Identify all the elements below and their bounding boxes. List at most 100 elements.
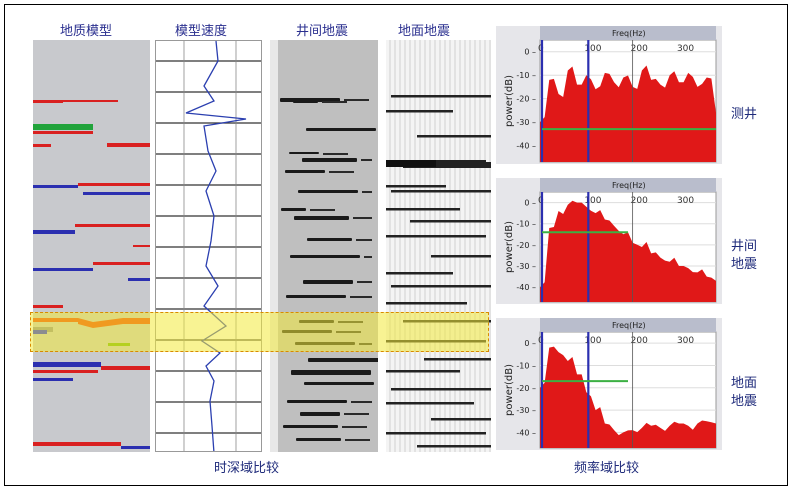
crosswell-section [270,40,378,452]
velocity-panel [155,40,262,452]
crosswell-reflector [286,295,346,298]
surface-reflector [386,110,453,113]
crosswell-reflector [364,256,372,258]
spectrum-ytick-label: -20 – [516,241,536,250]
spectrum-ytick-label: -10 – [516,220,536,229]
spectrum-ytick-label: -40 – [516,142,536,151]
spectrum-xlabel: Freq(Hz) [612,29,646,38]
layer-red [33,305,63,308]
spectrum-top-axis [540,26,716,40]
layer-red [33,370,98,373]
spectrum-xtick-label: 300 [677,336,694,346]
layer-lime [108,343,130,346]
velocity-curve [185,41,247,451]
spectrum-ytick-label: -30 – [516,262,536,271]
surface-reflector [391,95,491,98]
velocity-title: 模型速度 [175,24,228,39]
crosswell-reflector [304,382,374,385]
layer-blue [33,268,93,271]
layer-red [133,245,150,247]
crosswell-reflector [294,216,349,220]
spectrum-top-axis [540,178,716,192]
crosswell-reflector [357,281,372,283]
spectrum-xlabel: Freq(Hz) [612,321,646,330]
layer-red [78,183,150,186]
crosswell-reflector [344,413,369,415]
label-surface-1: 地面 [731,376,758,391]
surface-reflector [431,255,491,258]
surface-reflector [424,358,491,361]
layer-blue [33,378,73,381]
spectrum-top-axis [540,318,716,332]
label-surface-2: 地震 [731,394,758,409]
crosswell-reflector [293,100,318,103]
surface-panel [386,40,491,452]
spectrum-ytick-label: -10 – [516,361,536,370]
crosswell-reflector [353,217,372,219]
crosswell-reflector [350,296,372,298]
figure-frame [4,4,788,486]
layer-blue [121,446,150,449]
layer-blue [83,192,150,195]
spectrum-xtick-label: 200 [631,44,648,54]
crosswell-reflector [362,191,372,193]
layer-green [33,124,93,130]
surface-reflector [386,208,460,211]
surface-reflector [386,160,436,167]
layer-red [93,262,150,265]
velocity-log [156,41,261,451]
crosswell-reflector [344,99,369,101]
surface-reflector [417,445,491,448]
surface-reflector [391,285,491,288]
crosswell-reflector [329,171,354,173]
surface-title: 地面地震 [398,24,451,39]
crosswell-reflector [291,370,371,375]
spectrum-ylabel: power(dB) [504,75,515,127]
crosswell-reflector [356,239,372,241]
geo-model-title: 地质模型 [60,24,113,39]
spectrum-panel-well: Freq(Hz)0 –-10 –-20 –-30 –-40 –0 100 200 30… [496,26,722,164]
crosswell-reflector [303,280,353,284]
spectrum-panel-crosswell: Freq(Hz)0 –-10 –-20 –-30 –-40 –0 100 200 30… [496,178,722,304]
label-well: 测井 [731,107,758,122]
layer-red [101,366,150,370]
surface-reflector [386,402,474,405]
spectrum-ylabel: power(dB) [504,221,515,273]
spectrum-area [540,65,716,162]
crosswell-reflector [290,255,360,258]
layer-orange [33,318,78,322]
crosswell-reflector [322,101,347,103]
spectrum-ytick-label: -20 – [516,384,536,393]
crosswell-reflector [342,426,367,428]
crosswell-reflector [300,412,340,416]
spectrum-xtick-label: 100 [584,196,601,206]
label-crosswell-2: 地震 [731,257,758,272]
spectrum-xtick-label: 300 [677,44,694,54]
spectrum-ytick-label: -20 – [516,95,536,104]
caption-frequency: 频率域比较 [574,461,640,476]
surface-reflector [403,162,491,168]
spectrum-ytick-label: 0 – [524,199,536,208]
surface-section [386,40,491,452]
layer-red [63,100,118,102]
surface-reflector [386,235,486,238]
layer-blue [33,230,75,234]
crosswell-reflector [289,152,319,154]
surface-reflector [386,432,486,435]
spectrum-ytick-label: 0 – [524,339,536,348]
crosswell-reflector [281,208,306,211]
crosswell-reflector [323,153,348,155]
crosswell-reflector [307,238,352,241]
caption-time-depth: 时深域比较 [214,461,280,476]
crosswell-reflector [361,159,372,161]
layer-red [33,442,121,446]
label-crosswell-1: 井间 [731,239,758,254]
layer-red [33,100,63,103]
layer-blue [33,185,78,188]
spectrum-xtick-label: 200 [631,336,648,346]
layer-orange [78,318,150,328]
layer-red [107,143,150,147]
spectrum-area [540,200,716,302]
crosswell-reflector [302,158,357,162]
spectrum-xtick-label: 200 [631,196,648,206]
